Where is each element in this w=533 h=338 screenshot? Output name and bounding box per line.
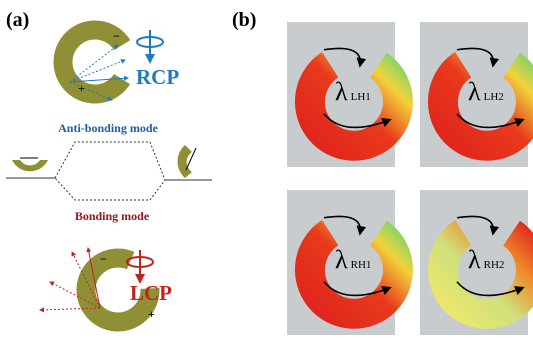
polarization-label: LCP [130,281,172,305]
sign: − [100,252,107,266]
panel-label: (a) [6,9,29,31]
mode-symbol: λ [335,77,348,106]
polarization-label: RCP [136,65,179,89]
mode-subscript: LH1 [351,91,371,103]
mode-symbol: λ [335,245,348,274]
mode-label: Anti-bonding mode [58,121,158,135]
mode-subscript: RH2 [484,259,505,271]
ring-small [12,160,48,171]
mode-symbol: λ [468,245,481,274]
sign: + [148,307,155,321]
sign: − [113,29,120,43]
figure: (a) (b) − + RCP Anti-bonding mode Bondin… [0,0,533,338]
sign: + [78,81,85,95]
mode-symbol: λ [468,77,481,106]
mode-subscript: RH1 [351,259,372,271]
mode-label: Bonding mode [75,209,150,223]
panel-label: (b) [232,9,256,31]
mode-subscript: LH2 [484,91,504,103]
